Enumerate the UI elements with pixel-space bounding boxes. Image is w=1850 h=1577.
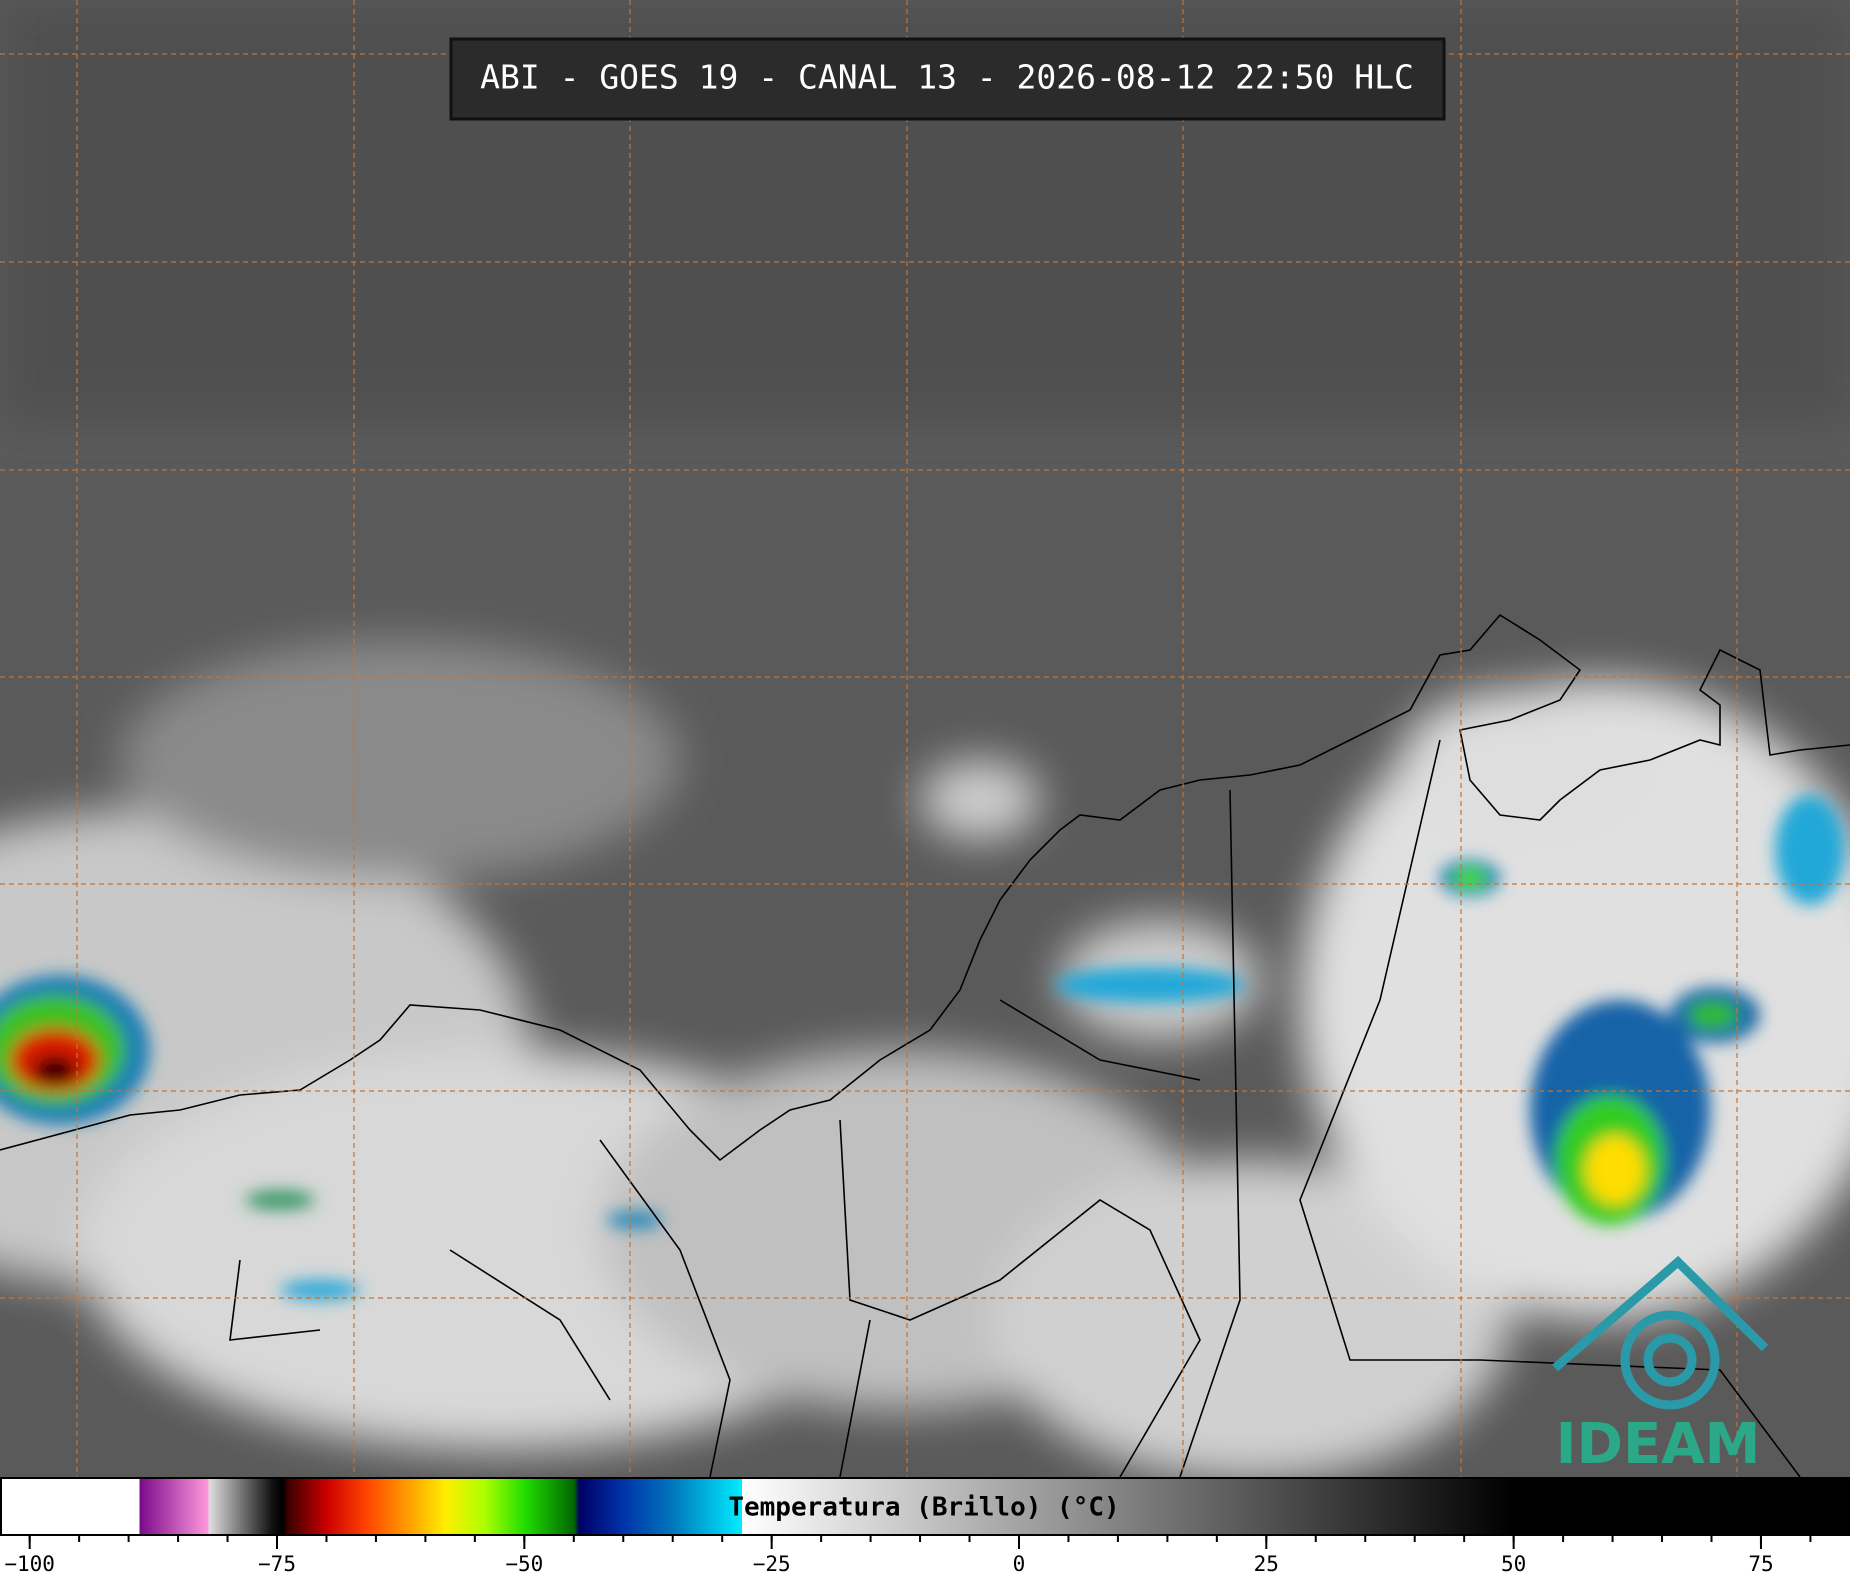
tick-label: −50 [505, 1552, 543, 1576]
logo-swirl [1620, 1310, 1720, 1410]
tick-label: −100 [4, 1552, 55, 1576]
logo-swirl [1643, 1333, 1697, 1387]
title: ABI - GOES 19 - CANAL 13 - 2026-08-12 22… [480, 58, 1414, 97]
tick-label: −25 [753, 1552, 791, 1576]
logo [1552, 1255, 1769, 1410]
logo-roof [1552, 1255, 1769, 1372]
tick-label: 25 [1254, 1552, 1279, 1576]
clouds [0, 0, 1850, 1480]
border [229, 739, 1801, 1478]
tick-label: −75 [258, 1552, 296, 1576]
logo-text: IDEAM [1556, 1412, 1761, 1477]
colorbar-label: Temperatura (Brillo) (°C) [728, 1493, 1119, 1523]
tick-label: 0 [1013, 1552, 1026, 1576]
coastlines [0, 613, 1850, 1478]
tick-label: 50 [1501, 1552, 1526, 1576]
graticule [0, 0, 1850, 1477]
colorbar [0, 1477, 1850, 1536]
coastline [0, 613, 1850, 1162]
title-box [449, 37, 1446, 121]
convective-cells [0, 795, 1845, 1300]
tick-label: 75 [1748, 1552, 1773, 1576]
